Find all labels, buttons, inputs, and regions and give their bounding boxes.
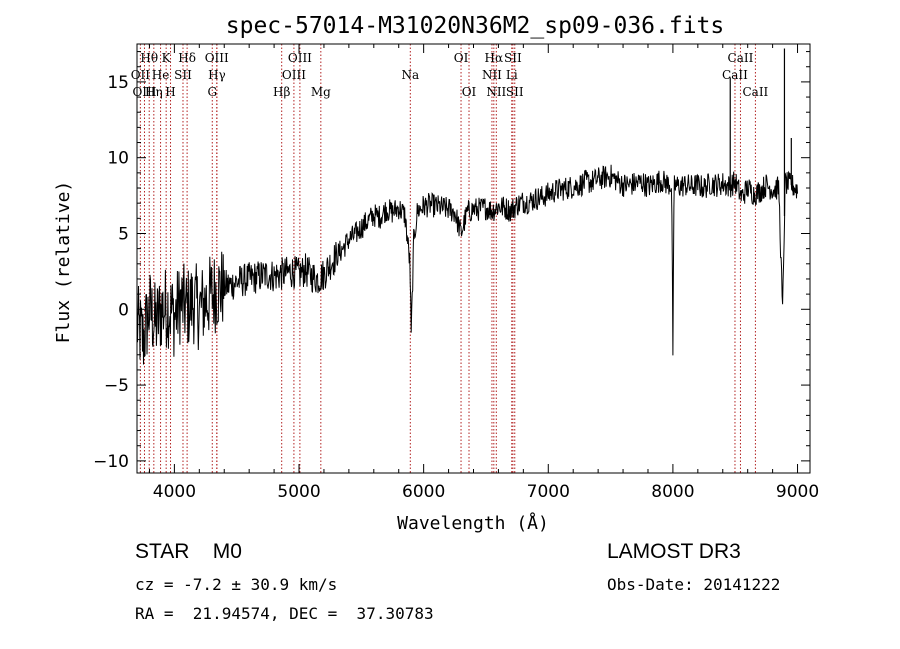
line-marker-label: G [207,85,217,99]
x-tick-label: 8000 [651,482,694,502]
x-tick-label: 6000 [402,482,445,502]
redshift-info: cz = -7.2 ± 30.9 km/s [135,575,338,594]
y-axis-label: Flux (relative) [53,181,74,344]
y-tick-label: 10 [107,149,129,169]
x-tick-label: 7000 [527,482,570,502]
line-marker-label: He [152,68,170,82]
line-marker-label: OIII [205,51,229,65]
y-tick-label: 15 [107,73,129,93]
line-marker-label: Na [401,68,419,82]
line-marker-labels: Hθ OII OIII K He Hη SII H Hδ OIII Hγ G OIII OIII Hβ Mg N… [131,51,769,99]
line-marker-label: SII [174,68,192,82]
line-marker-label: CaII [742,85,768,99]
line-marker-label: NII [486,85,506,99]
spectrum-spikes [729,48,792,217]
x-tick-label: 4000 [153,482,196,502]
line-marker-label: CaII [722,68,748,82]
line-marker-label: OIII [282,68,306,82]
spectrum-line [136,164,798,365]
line-marker-label: SII [506,85,524,99]
line-marker-label: Li [506,68,518,82]
line-marker-label: SII [504,51,522,65]
observation-date: Obs-Date: 20141222 [607,575,781,594]
chart-title: spec-57014-M31020N36M2_sp09-036.fits [226,13,725,39]
line-marker-label: Hβ [273,85,290,99]
plot-frame [136,43,811,474]
y-tick-label: −10 [93,452,129,472]
line-marker-label: H [165,85,175,99]
line-marker-label: Hα [485,51,504,65]
line-marker-label: NII [482,68,502,82]
line-marker-label: Hγ [208,68,226,82]
x-axis-label: Wavelength (Å) [397,512,549,534]
x-axis: 4000 5000 6000 7000 8000 9000 [148,44,819,502]
coordinates-info: RA = 21.94574, DEC = 37.30783 [135,604,434,623]
line-marker-label: Hη [145,85,163,99]
y-tick-label: 0 [118,300,129,320]
survey-name: LAMOST DR3 [607,540,741,563]
object-class: STAR M0 [135,540,242,563]
line-marker-label: Mg [311,85,331,99]
x-tick-label: 9000 [776,482,819,502]
y-tick-label: −5 [104,376,129,396]
line-markers [139,44,756,473]
line-marker-label: OIII [288,51,312,65]
y-axis: −10 −5 0 5 10 15 [93,51,810,472]
line-marker-label: K [162,51,172,65]
line-marker-label: CaII [728,51,754,65]
line-marker-label: OIII [132,85,156,99]
line-marker-label: OI [462,85,477,99]
line-marker-label: OII [131,68,151,82]
line-marker-label: Hθ [140,51,158,65]
line-marker-label: Hδ [178,51,196,65]
line-marker-label: OI [454,51,469,65]
y-tick-label: 5 [118,224,129,244]
x-tick-label: 5000 [277,482,320,502]
